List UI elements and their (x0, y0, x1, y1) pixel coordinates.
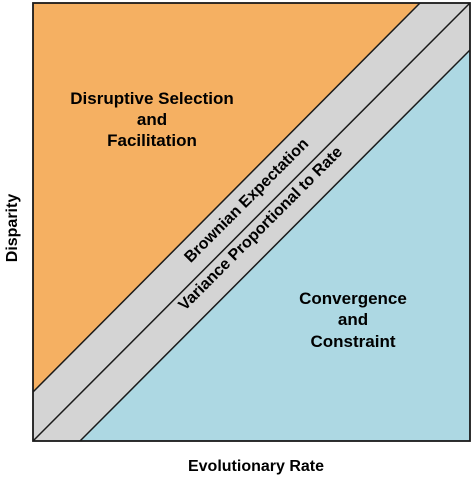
plot-frame (32, 2, 471, 442)
lower-region-label-line1: Convergence (299, 289, 407, 308)
upper-region-label-line2: and (137, 110, 167, 129)
lower-region-label-line2: and (338, 310, 368, 329)
x-axis-label: Evolutionary Rate (188, 458, 324, 475)
center-diagonal-line (32, 2, 471, 442)
upper-region-label-line3: Facilitation (107, 131, 197, 150)
band-lower-boundary-line (79, 49, 471, 442)
y-axis-label: Disparity (4, 194, 21, 263)
lower-region-label-line3: Constraint (311, 332, 396, 351)
upper-region-label-line1: Disruptive Selection (70, 89, 233, 108)
band-upper-boundary-line (32, 2, 421, 393)
